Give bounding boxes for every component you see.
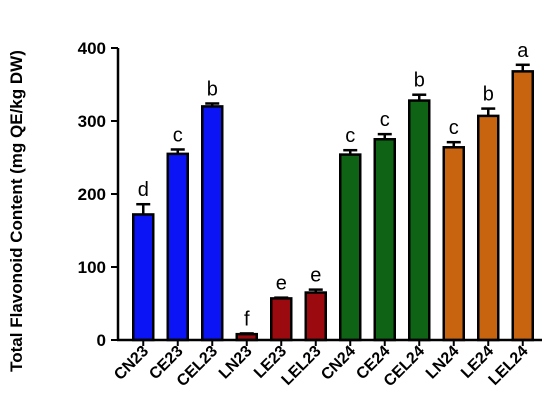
x-tick-label: LN24 (423, 343, 463, 383)
significance-letter: c (173, 124, 183, 146)
bar-LEL23 (304, 291, 327, 342)
bar-CE23 (166, 152, 189, 342)
y-axis-ticks: 0 100 200 300 400 (78, 39, 118, 350)
significance-letter: e (310, 265, 321, 287)
x-tick-label: LN23 (216, 343, 256, 383)
y-tick-label: 300 (78, 112, 106, 131)
bar-LEL24 (511, 70, 534, 342)
y-tick-label: 100 (78, 258, 106, 277)
bar-CEL23 (201, 105, 224, 342)
significance-letter: e (276, 273, 287, 295)
x-tick-label: CN24 (318, 343, 359, 384)
significance-letter: f (244, 308, 250, 330)
bar-LE24 (477, 114, 500, 342)
y-tick-label: 400 (78, 39, 106, 58)
y-axis-title: Total Flavonoid Content (mg QE/kg DW) (7, 50, 26, 372)
bar-CE24 (373, 138, 396, 342)
x-tick-label: LEL24 (486, 343, 532, 389)
bars: dCN23cCE23bCEL23fLN23eLE23eLEL23cCN24cCE… (111, 40, 534, 390)
x-tick-label: LEL23 (279, 343, 325, 389)
bar-LE23 (270, 297, 293, 342)
axes (116, 48, 542, 346)
significance-letter: c (449, 117, 459, 139)
bar-LN24 (442, 146, 465, 342)
significance-letter: a (517, 40, 529, 62)
y-tick-label: 200 (78, 185, 106, 204)
significance-letter: b (414, 70, 425, 92)
significance-letter: c (345, 125, 355, 147)
x-tick-label: CN23 (111, 343, 152, 384)
significance-letter: c (380, 109, 390, 131)
bar-CEL24 (408, 99, 431, 342)
y-tick-label: 0 (97, 331, 106, 350)
bar-CN23 (132, 213, 155, 342)
bar-CN24 (339, 153, 362, 342)
significance-letter: d (138, 179, 149, 201)
significance-letter: b (207, 78, 218, 100)
significance-letter: b (483, 84, 494, 106)
